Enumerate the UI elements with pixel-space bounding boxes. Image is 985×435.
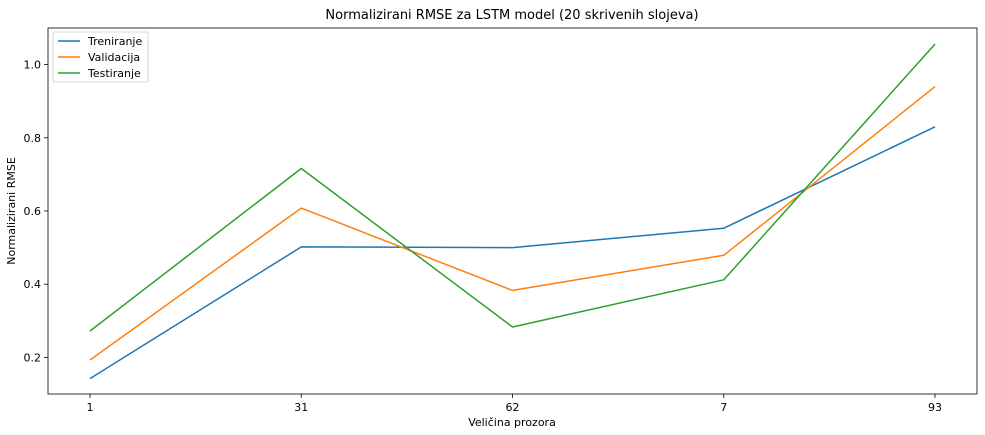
series-line-testiranje: [89, 43, 936, 332]
plot-area: [47, 27, 978, 395]
y-axis: 0.2 0.4 0.6 0.8 1.0: [24, 59, 48, 364]
series-line-validacija: [89, 86, 936, 361]
y-tick-label: 0.2: [24, 351, 42, 364]
y-tick-label: 0.8: [24, 132, 42, 145]
y-tick-label: 1.0: [24, 59, 42, 72]
legend-label: Validacija: [88, 51, 140, 64]
y-axis-label: Normalizirani RMSE: [5, 157, 18, 265]
y-tick-label: 0.6: [24, 205, 42, 218]
x-tick-label: 93: [928, 401, 942, 414]
x-tick-label: 1: [87, 401, 94, 414]
legend-box: [52, 31, 149, 83]
x-axis-label: Veličina prozora: [468, 416, 556, 429]
series-line-treniranje: [89, 126, 936, 380]
x-tick-label: 31: [294, 401, 308, 414]
legend-label: Treniranje: [87, 35, 142, 48]
legend-label: Testiranje: [87, 67, 141, 80]
legend: Treniranje Validacija Testiranje: [52, 31, 149, 83]
chart-title: Normalizirani RMSE za LSTM model (20 skr…: [325, 8, 698, 23]
x-axis: 1 31 62 7 93: [87, 394, 942, 414]
x-tick-label: 62: [506, 401, 520, 414]
x-tick-label: 7: [720, 401, 727, 414]
series-lines: [89, 43, 936, 380]
y-tick-label: 0.4: [24, 278, 42, 291]
